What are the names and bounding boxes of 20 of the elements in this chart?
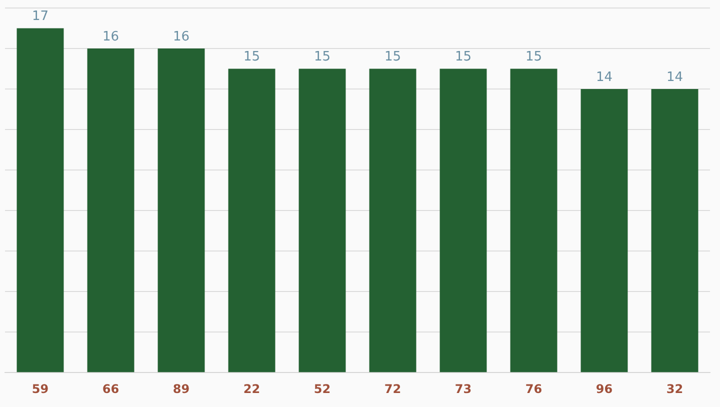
data-label: 15 [314, 50, 331, 65]
x-tick-label: 66 [102, 382, 120, 396]
x-tick-label: 32 [666, 382, 684, 396]
data-label: 17 [32, 9, 49, 24]
x-tick-label: 52 [314, 382, 331, 396]
x-tick-label: 76 [525, 382, 542, 396]
x-tick-label: 89 [172, 382, 190, 396]
x-tick-label: 96 [596, 382, 613, 396]
data-label: 14 [596, 70, 613, 85]
data-label: 14 [666, 70, 684, 85]
x-tick-label: 73 [454, 382, 472, 396]
data-label: 16 [102, 29, 120, 44]
x-tick-label: 59 [32, 382, 49, 396]
data-label: 15 [525, 50, 542, 65]
data-label: 15 [384, 50, 402, 65]
data-label: 15 [454, 50, 472, 65]
x-tick-label: 72 [384, 382, 402, 396]
x-tick-label: 22 [243, 382, 260, 396]
data-label: 16 [172, 29, 190, 44]
data-label: 15 [243, 50, 260, 65]
